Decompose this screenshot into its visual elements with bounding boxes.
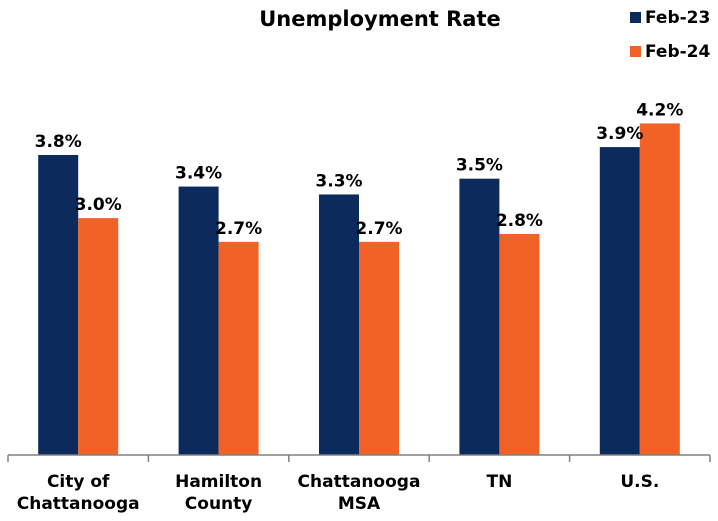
bar-feb-23-3 [459,178,500,456]
chart-legend: Feb-23 Feb-24 [630,8,711,62]
data-label-feb-24-1: 2.7% [215,219,262,239]
x-tick-label-0: City of Chattanooga [17,472,140,514]
x-tick-label-4: U.S. [620,472,659,492]
bars-group [38,123,680,456]
bar-feb-23-2 [319,194,359,455]
bar-feb-23-1 [178,186,219,455]
bar-feb-23-4 [599,147,640,455]
bar-feb-24-1 [218,241,259,455]
x-tick-label-3: TN [486,472,512,492]
legend-swatch-feb-24 [630,46,641,57]
chart-title: Unemployment Rate [259,7,501,31]
bar-feb-24-3 [499,233,540,455]
data-label-feb-23-2: 3.3% [315,171,362,191]
bar-feb-23-0 [38,154,79,456]
legend-swatch-feb-23 [630,12,641,23]
legend-label-feb-23: Feb-23 [645,8,710,28]
x-axis: City of Chattanooga Hamilton County Chattano… [7,454,711,514]
data-label-feb-24-3: 2.8% [496,211,543,231]
value-labels-group: 3.8% 3.0% 3.4% 2.7% 3.3% 2.7% 3.5% 2.8% 3.9% 4.2% [35,100,684,238]
data-label-feb-23-3: 3.5% [456,156,503,176]
legend-label-feb-24: Feb-24 [645,42,711,62]
x-tick-label-2: Chattanooga MSA [298,472,421,514]
data-label-feb-24-2: 2.7% [355,219,402,239]
data-label-feb-23-0: 3.8% [35,132,82,152]
bar-feb-24-0 [78,218,119,455]
data-label-feb-24-0: 3.0% [75,195,122,215]
bar-feb-24-2 [359,241,399,455]
data-label-feb-24-4: 4.2% [636,100,683,120]
data-label-feb-23-1: 3.4% [175,164,222,184]
x-tick-label-1: Hamilton County [175,472,262,514]
bar-feb-24-4 [639,123,680,455]
data-label-feb-23-4: 3.9% [596,124,643,144]
